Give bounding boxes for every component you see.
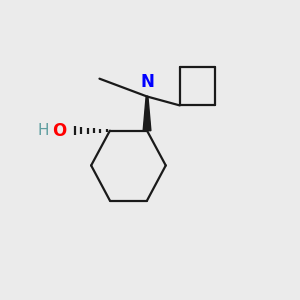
Polygon shape — [143, 97, 151, 131]
Text: O: O — [52, 122, 67, 140]
Text: N: N — [140, 73, 154, 91]
Text: H: H — [37, 123, 49, 138]
